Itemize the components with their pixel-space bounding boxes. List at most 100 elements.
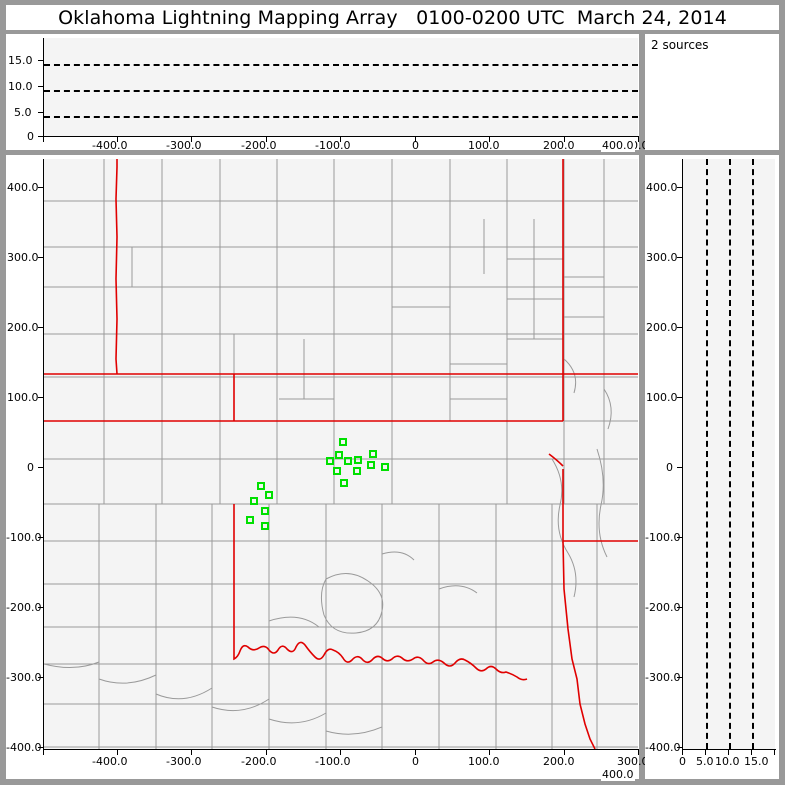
x-tick bbox=[638, 137, 639, 142]
lightning-source-marker bbox=[250, 497, 258, 505]
map-y-tick-label: 100.0 bbox=[7, 391, 39, 404]
y-tick bbox=[38, 112, 44, 113]
map-y-tick-label: -200.0 bbox=[6, 601, 42, 614]
alt-y-tick-label: -400.0 bbox=[645, 741, 681, 754]
x-tick-label: -100.0 bbox=[315, 139, 351, 152]
map-x-tick-label: 100.0 bbox=[468, 755, 500, 768]
x-tick-label: 0 bbox=[412, 139, 419, 152]
map-y-tick-label: 300.0 bbox=[7, 251, 39, 264]
y-tick bbox=[38, 86, 44, 87]
map-x-tick-label-400: 400.0 bbox=[601, 768, 635, 781]
map-x-tick bbox=[340, 750, 341, 755]
altitude-y-axis bbox=[682, 159, 683, 750]
map-y-tick-label: -300.0 bbox=[6, 671, 42, 684]
alt-y-tick bbox=[677, 257, 683, 258]
source-count-label: 2 sources bbox=[651, 38, 709, 52]
map-x-tick bbox=[117, 750, 118, 755]
altitude-plot-area[interactable] bbox=[683, 159, 775, 749]
lightning-source-marker bbox=[340, 479, 348, 487]
altitude-x-axis bbox=[682, 749, 776, 750]
map-x-tick bbox=[415, 750, 416, 755]
map-y-axis bbox=[43, 159, 44, 750]
x-tick-label: 200.0 bbox=[543, 139, 575, 152]
title-bar: Oklahoma Lightning Mapping Array 0100-02… bbox=[6, 5, 779, 30]
map-x-tick bbox=[564, 750, 565, 755]
gridline-alt-5 bbox=[706, 159, 708, 749]
map-plot-area[interactable] bbox=[44, 159, 638, 749]
map-y-tick bbox=[38, 397, 44, 398]
alt-y-tick-label: -300.0 bbox=[645, 671, 681, 684]
map-x-tick-label: -300.0 bbox=[166, 755, 202, 768]
alt-y-tick bbox=[677, 327, 683, 328]
alt-y-tick bbox=[677, 537, 683, 538]
map-x-tick bbox=[191, 750, 192, 755]
y-tick-label: 15.0 bbox=[8, 54, 33, 67]
map-x-tick bbox=[266, 750, 267, 755]
alt-x-tick-label: 5.0 bbox=[696, 755, 714, 768]
lightning-source-marker bbox=[335, 451, 343, 459]
x-tick-label: -200.0 bbox=[241, 139, 277, 152]
lightning-source-marker bbox=[369, 450, 377, 458]
lightning-source-marker bbox=[261, 522, 269, 530]
map-x-tick-label: -200.0 bbox=[241, 755, 277, 768]
map-y-tick-label: -400.0 bbox=[6, 741, 42, 754]
time-height-plot-area bbox=[44, 38, 638, 136]
map-y-tick bbox=[38, 327, 44, 328]
alt-x-tick bbox=[728, 750, 729, 755]
lightning-source-marker bbox=[265, 491, 273, 499]
gridline-15 bbox=[44, 64, 638, 66]
x-tick-label: -300.0 bbox=[166, 139, 202, 152]
gridline-5 bbox=[44, 116, 638, 118]
x-tick-label: 100.0 bbox=[468, 139, 500, 152]
gridline-10 bbox=[44, 90, 638, 92]
map-x-tick-label: -100.0 bbox=[315, 755, 351, 768]
alt-x-tick bbox=[705, 750, 706, 755]
alt-y-tick-label: 100.0 bbox=[646, 391, 678, 404]
alt-y-tick bbox=[677, 397, 683, 398]
alt-x-tick-label: 10.0 bbox=[715, 755, 740, 768]
x-tick bbox=[43, 137, 44, 142]
altitude-panel: 400.0 300.0 200.0 100.0 0 -100.0 -200.0 … bbox=[645, 155, 779, 779]
lightning-source-marker bbox=[344, 457, 352, 465]
alt-y-tick-label: 0 bbox=[666, 461, 673, 474]
lightning-source-marker bbox=[367, 461, 375, 469]
map-y-tick bbox=[38, 187, 44, 188]
y-tick bbox=[38, 136, 44, 137]
alt-y-tick-label: 200.0 bbox=[646, 321, 678, 334]
y-tick-label: 5.0 bbox=[14, 106, 32, 119]
y-tick bbox=[38, 60, 44, 61]
map-y-tick-label: 400.0 bbox=[7, 181, 39, 194]
y-tick-label: 10.0 bbox=[8, 80, 33, 93]
x-tick bbox=[266, 137, 267, 142]
lightning-source-marker bbox=[354, 456, 362, 464]
map-y-tick bbox=[38, 607, 44, 608]
map-y-tick bbox=[38, 747, 44, 748]
state-border-detail bbox=[548, 453, 564, 467]
alt-x-tick bbox=[682, 750, 683, 755]
map-y-tick bbox=[38, 467, 44, 468]
alt-y-tick bbox=[677, 747, 683, 748]
map-y-tick-label: 200.0 bbox=[7, 321, 39, 334]
alt-y-tick bbox=[677, 607, 683, 608]
map-x-axis bbox=[43, 749, 639, 750]
map-x-tick bbox=[638, 750, 639, 755]
x-tick-label: -400.0 bbox=[92, 139, 128, 152]
lightning-source-marker bbox=[381, 463, 389, 471]
lightning-source-marker bbox=[353, 467, 361, 475]
lightning-source-marker bbox=[326, 457, 334, 465]
time-height-x-axis bbox=[43, 136, 639, 137]
lightning-source-marker bbox=[339, 438, 347, 446]
map-x-tick bbox=[43, 750, 44, 755]
map-x-tick-label: 300.0 bbox=[617, 755, 649, 768]
alt-y-tick bbox=[677, 677, 683, 678]
x-tick bbox=[415, 137, 416, 142]
x-tick-label-400: 400.0 bbox=[601, 139, 635, 152]
map-y-tick-label: -100.0 bbox=[6, 531, 42, 544]
x-tick bbox=[564, 137, 565, 142]
alt-y-tick bbox=[677, 467, 683, 468]
alt-x-tick bbox=[751, 750, 752, 755]
map-x-tick-label: 200.0 bbox=[543, 755, 575, 768]
map-x-tick-label: 0 bbox=[412, 755, 419, 768]
alt-x-tick-label: 15.0 bbox=[744, 755, 769, 768]
